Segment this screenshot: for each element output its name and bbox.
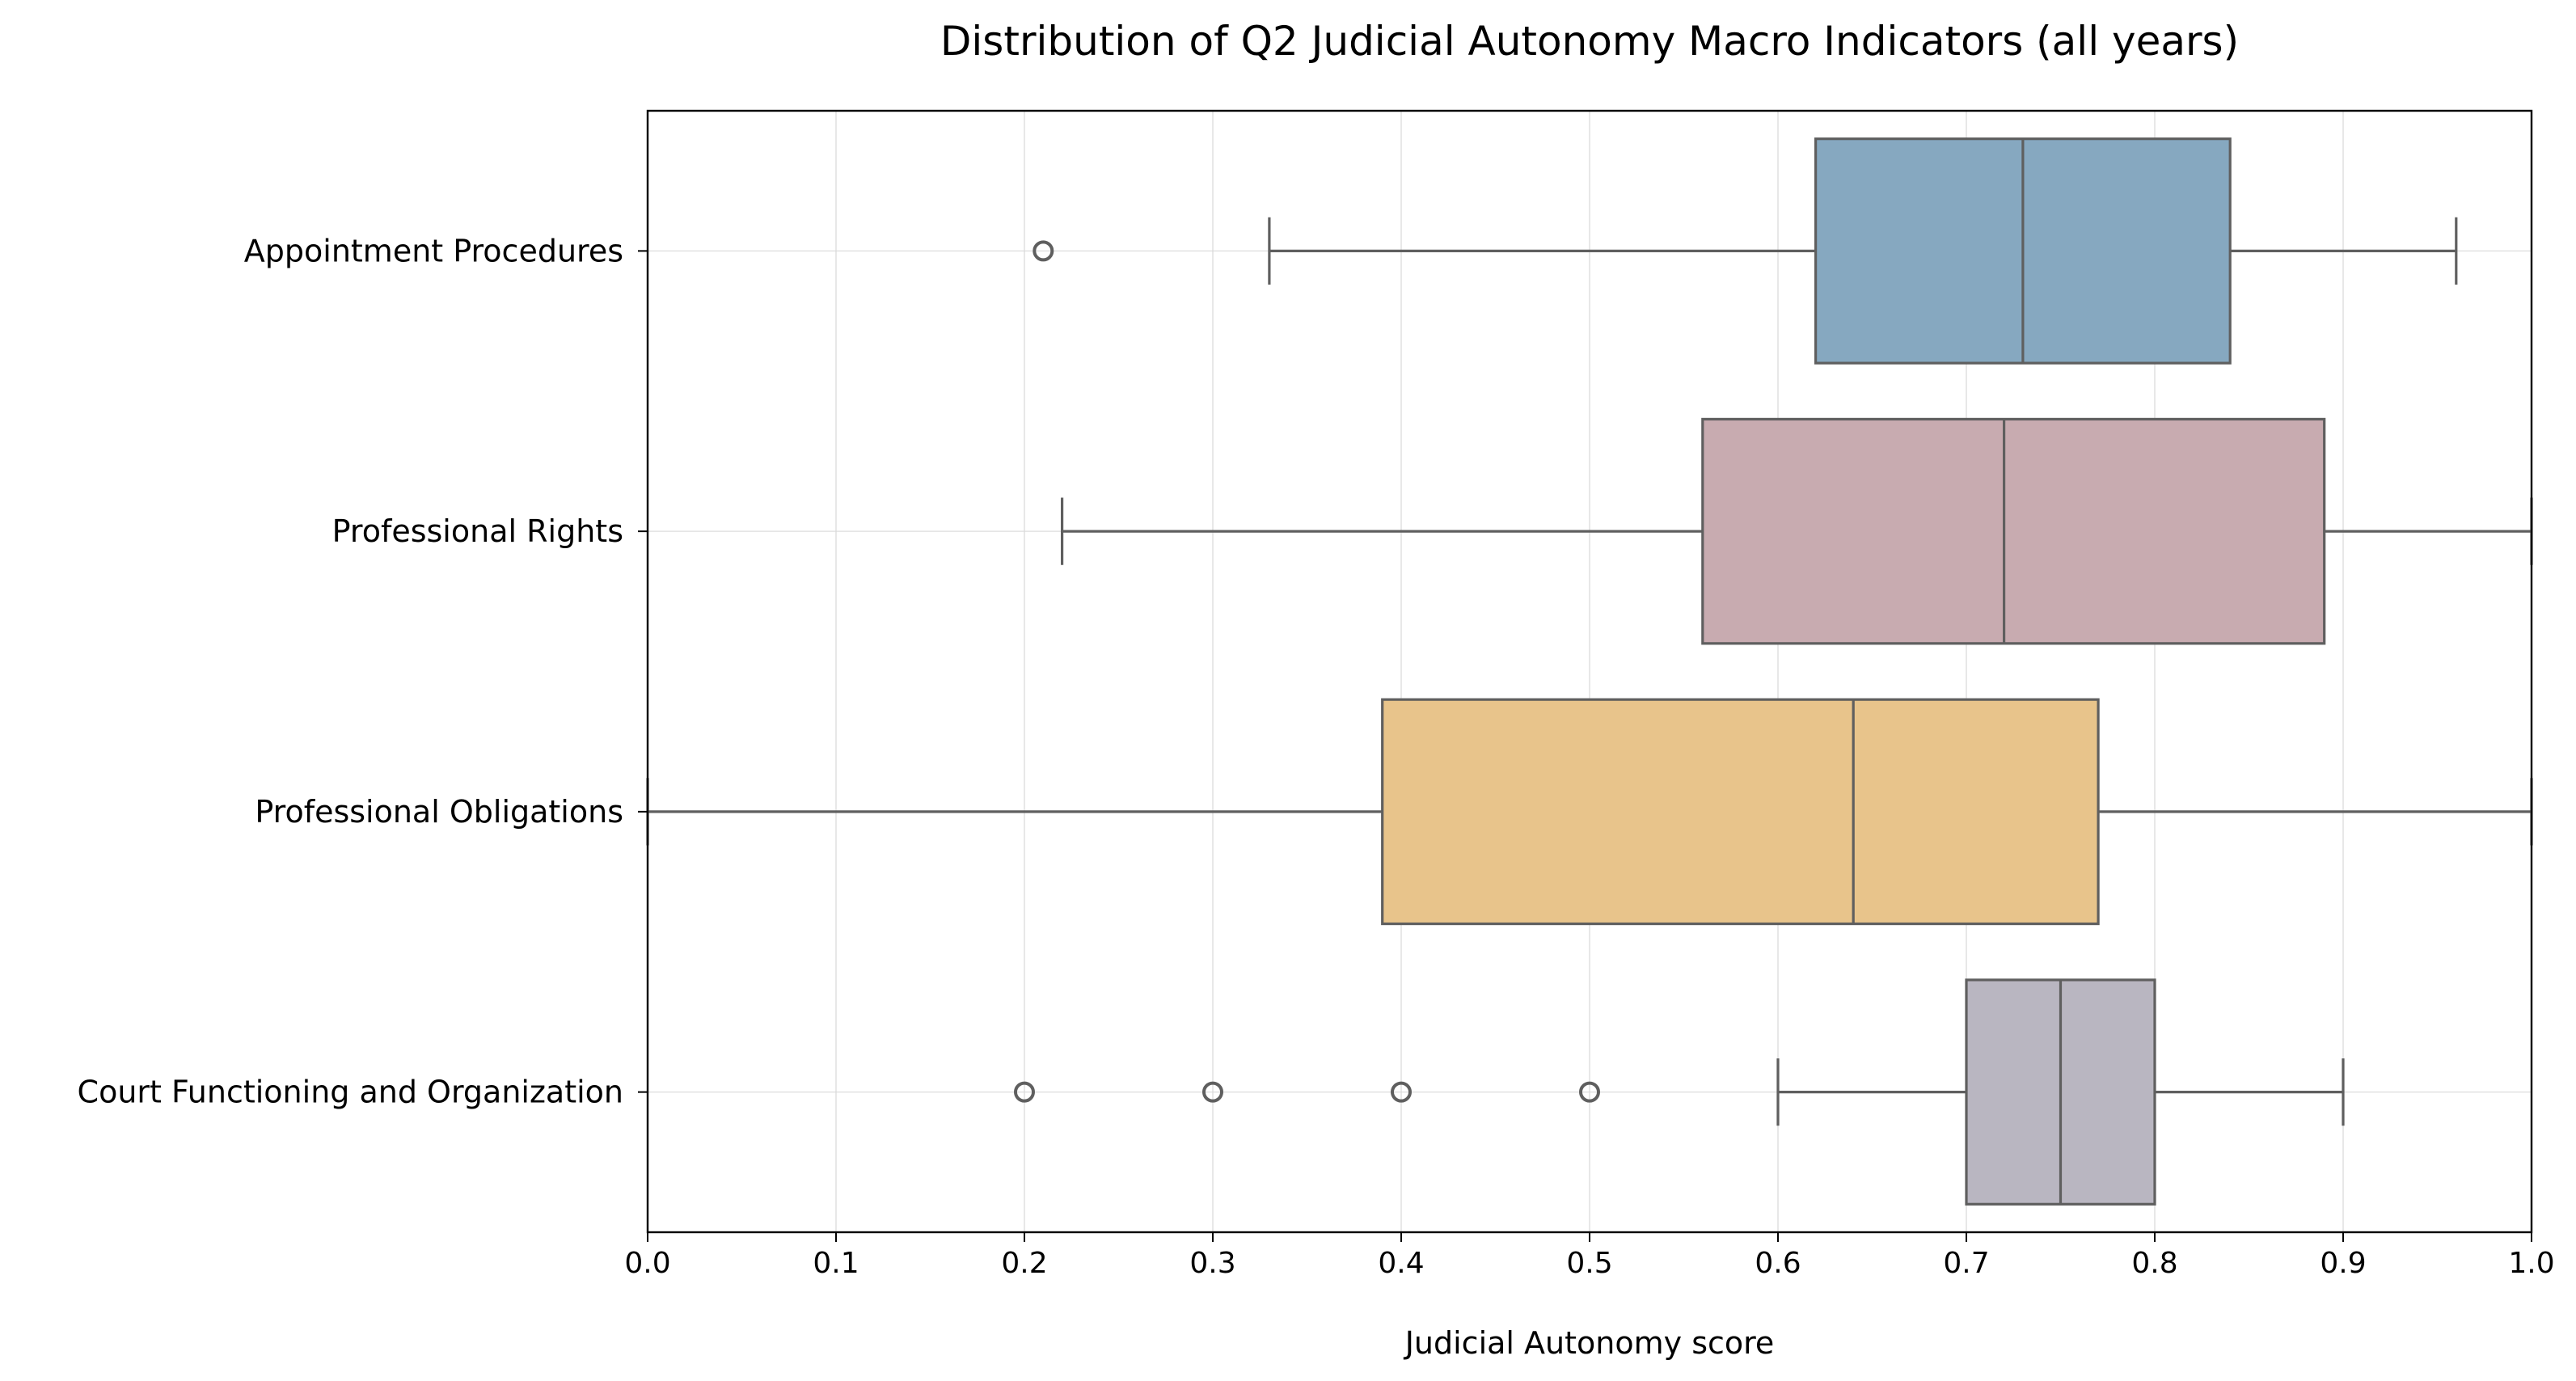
x-tick-label: 0.7 — [1943, 1247, 1989, 1280]
iqr-box — [1701, 417, 2326, 645]
x-tick-label: 0.2 — [1001, 1247, 1047, 1280]
x-tick-label: 0.9 — [2320, 1247, 2366, 1280]
x-tick-label: 0.1 — [813, 1247, 859, 1280]
category-labels: Appointment Procedures Professional Right… — [78, 233, 623, 1109]
iqr-box — [1381, 698, 2100, 926]
x-tick-label: 0.5 — [1566, 1247, 1612, 1280]
outlier-point — [1579, 1081, 1600, 1103]
x-tick-label: 0.6 — [1755, 1247, 1801, 1280]
x-tick-label: 0.0 — [624, 1247, 670, 1280]
category-label: Professional Rights — [332, 513, 623, 549]
outlier-point — [1014, 1081, 1035, 1103]
outlier-point — [1202, 1081, 1223, 1103]
x-tick-label: 0.8 — [2131, 1247, 2177, 1280]
x-tick-label: 0.3 — [1189, 1247, 1235, 1280]
chart-title: Distribution of Q2 Judicial Autonomy Mac… — [940, 18, 2239, 65]
outlier-point — [1391, 1081, 1412, 1103]
category-label: Professional Obligations — [255, 794, 623, 830]
box-elements — [646, 137, 2533, 1206]
category-label: Court Functioning and Organization — [78, 1075, 623, 1110]
x-tick-label: 0.4 — [1378, 1247, 1424, 1280]
outlier-point — [1033, 240, 1054, 262]
x-tick-label: 1.0 — [2508, 1247, 2554, 1280]
category-label: Appointment Procedures — [244, 233, 623, 268]
axis-ticks: 0.0 0.1 0.2 0.3 0.4 0.5 0.6 0.7 0.8 0.9 1.0 — [624, 250, 2555, 1280]
x-axis-title: Judicial Autonomy score — [1404, 1325, 1775, 1361]
